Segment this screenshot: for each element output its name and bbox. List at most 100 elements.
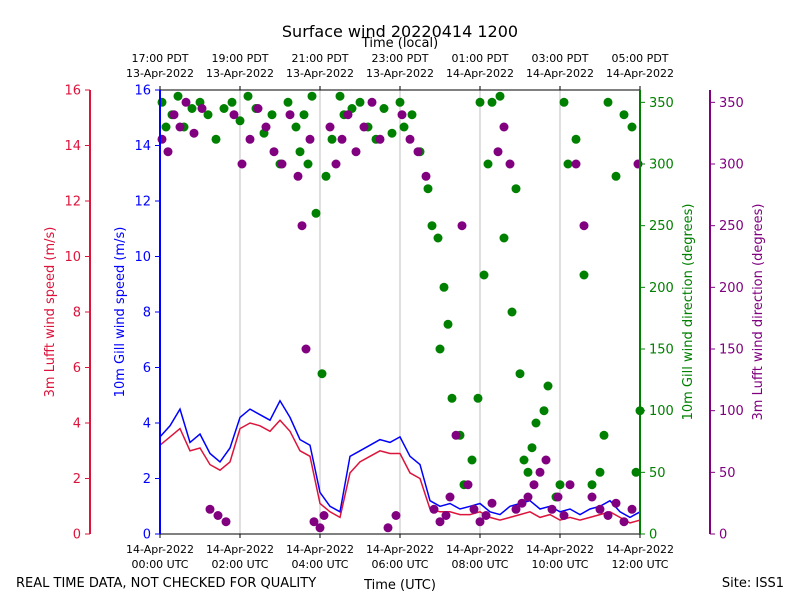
point-gill_dir-57 (511, 184, 521, 194)
ytick-label-lufft_speed-4: 8 (73, 306, 81, 321)
ytick-label-gill_speed-5: 10 (134, 250, 151, 265)
point-lufft_dir-2 (169, 110, 179, 120)
ytick-label-lufft_dir-2: 100 (719, 404, 744, 419)
point-gill_dir-9 (219, 104, 229, 113)
bottom-tick-date-5: 14-Apr-2022 (526, 543, 594, 556)
ytick-label-lufft_speed-0: 0 (73, 528, 81, 543)
top-tick-date-5: 14-Apr-2022 (526, 67, 594, 80)
ytick-label-lufft_dir-3: 150 (719, 343, 744, 358)
point-lufft_dir-39 (429, 504, 439, 514)
point-lufft_dir-53 (511, 504, 521, 514)
point-lufft_dir-68 (611, 498, 621, 508)
point-lufft_dir-52 (505, 159, 515, 169)
top-tick-date-6: 14-Apr-2022 (606, 67, 674, 80)
point-lufft_dir-13 (253, 104, 263, 113)
point-lufft_dir-49 (487, 498, 497, 508)
ytick-label-lufft_dir-1: 50 (719, 466, 736, 481)
point-gill_dir-59 (519, 455, 529, 465)
point-lufft_dir-17 (285, 110, 295, 120)
top-tick-time-5: 03:00 PDT (531, 52, 588, 65)
point-gill_dir-54 (495, 91, 505, 101)
point-lufft_dir-35 (397, 110, 407, 120)
point-lufft_dir-44 (457, 221, 467, 231)
point-gill_dir-3 (173, 91, 183, 101)
ytick-label-gill_speed-0: 0 (143, 528, 151, 543)
ytick-label-gill_speed-7: 14 (134, 139, 151, 154)
point-lufft_dir-25 (325, 122, 335, 132)
point-lufft_dir-63 (571, 159, 581, 169)
point-lufft_dir-30 (359, 122, 369, 132)
point-lufft_dir-29 (351, 147, 361, 157)
point-lufft_dir-18 (293, 171, 303, 181)
point-gill_dir-56 (507, 307, 517, 317)
top-axis-label: Time (local) (361, 36, 438, 51)
point-gill_dir-37 (407, 110, 417, 120)
point-lufft_dir-23 (315, 523, 325, 533)
point-lufft_dir-24 (319, 511, 329, 520)
point-gill_dir-51 (479, 270, 489, 280)
top-tick-time-6: 05:00 PDT (611, 52, 668, 65)
ytick-label-gill_dir-0: 0 (649, 528, 657, 543)
top-tick-time-1: 19:00 PDT (211, 52, 268, 65)
point-lufft_dir-43 (451, 430, 461, 440)
ytick-label-gill_dir-4: 200 (649, 281, 674, 296)
point-lufft_dir-20 (301, 344, 311, 354)
point-gill_dir-33 (379, 104, 389, 113)
quality-note: REAL TIME DATA, NOT CHECKED FOR QUALITY (16, 576, 317, 591)
point-gill_dir-11 (235, 116, 245, 126)
bottom-tick-time-4: 08:00 UTC (451, 558, 508, 571)
point-lufft_dir-56 (529, 480, 539, 490)
ytick-label-gill_speed-6: 12 (134, 195, 151, 210)
bottom-tick-time-0: 00:00 UTC (131, 558, 188, 571)
point-lufft_dir-14 (261, 122, 271, 132)
point-lufft_dir-31 (367, 97, 377, 107)
point-gill_dir-62 (531, 418, 541, 428)
ytick-label-lufft_speed-1: 2 (73, 472, 81, 487)
ytick-label-lufft_speed-2: 4 (73, 417, 81, 432)
point-lufft_dir-10 (229, 110, 239, 120)
point-gill_dir-42 (435, 344, 445, 354)
point-lufft_dir-16 (277, 159, 287, 169)
point-lufft_dir-61 (559, 511, 569, 520)
ytick-label-lufft_dir-0: 0 (719, 528, 727, 543)
point-gill_dir-68 (563, 159, 573, 169)
point-gill_dir-0 (157, 97, 167, 107)
point-gill_dir-10 (227, 97, 237, 107)
point-gill_dir-7 (203, 110, 213, 120)
point-gill_dir-8 (211, 134, 221, 144)
point-lufft_dir-40 (435, 517, 445, 527)
ytick-label-gill_dir-6: 300 (649, 158, 674, 173)
ytick-label-lufft_dir-5: 250 (719, 219, 744, 234)
gill-speed-axis-label: 10m Gill wind speed (m/s) (113, 227, 128, 398)
point-gill_dir-73 (599, 430, 609, 440)
top-tick-date-0: 13-Apr-2022 (126, 67, 194, 80)
bottom-tick-date-1: 14-Apr-2022 (206, 543, 274, 556)
point-lufft_dir-66 (595, 504, 605, 514)
bottom-tick-date-3: 14-Apr-2022 (366, 543, 434, 556)
point-lufft_dir-28 (343, 110, 353, 120)
point-lufft_dir-9 (221, 517, 231, 527)
point-gill_dir-30 (355, 97, 365, 107)
point-lufft_dir-64 (579, 221, 589, 231)
point-lufft_dir-60 (553, 492, 563, 502)
point-lufft_dir-19 (297, 221, 307, 231)
series-layer (157, 91, 645, 533)
ytick-label-gill_speed-4: 8 (143, 306, 151, 321)
point-gill_dir-39 (423, 184, 433, 194)
point-lufft_dir-57 (535, 467, 545, 477)
ytick-label-lufft_dir-6: 300 (719, 158, 744, 173)
time-ticks: 17:00 PDT 13-Apr-2022 19:00 PDT 13-Apr-2022… (126, 52, 674, 571)
ytick-label-gill_dir-1: 50 (649, 466, 666, 481)
point-lufft_dir-4 (181, 97, 191, 107)
ytick-label-lufft_speed-3: 6 (73, 361, 81, 376)
top-tick-date-4: 14-Apr-2022 (446, 67, 514, 80)
point-gill_dir-45 (447, 393, 457, 403)
point-lufft_dir-62 (565, 480, 575, 490)
point-gill_dir-15 (267, 110, 277, 120)
site-label: Site: ISS1 (721, 576, 784, 591)
point-lufft_dir-5 (189, 128, 199, 138)
top-tick-date-1: 13-Apr-2022 (206, 67, 274, 80)
top-tick-date-3: 13-Apr-2022 (366, 67, 434, 80)
ytick-label-lufft_speed-7: 14 (64, 139, 81, 154)
